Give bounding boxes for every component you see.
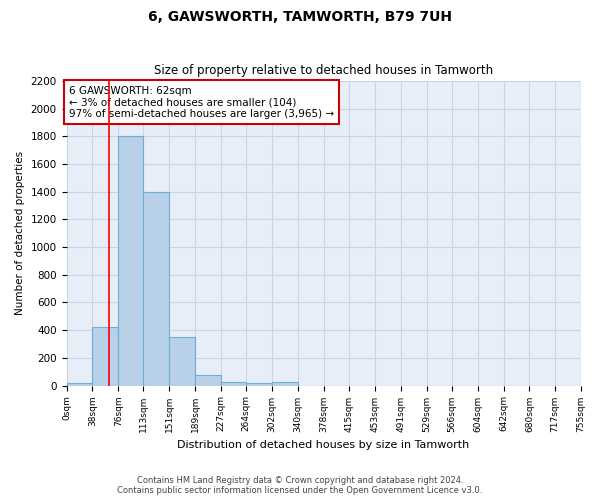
Text: 6, GAWSWORTH, TAMWORTH, B79 7UH: 6, GAWSWORTH, TAMWORTH, B79 7UH: [148, 10, 452, 24]
Bar: [221, 382, 246, 386]
Text: Contains HM Land Registry data © Crown copyright and database right 2024.
Contai: Contains HM Land Registry data © Crown c…: [118, 476, 482, 495]
Bar: [169, 337, 195, 386]
Bar: [246, 384, 272, 386]
Bar: [92, 328, 118, 386]
Title: Size of property relative to detached houses in Tamworth: Size of property relative to detached ho…: [154, 64, 493, 77]
Bar: [272, 382, 298, 386]
Bar: [67, 384, 92, 386]
Bar: [195, 375, 221, 386]
Text: 6 GAWSWORTH: 62sqm
← 3% of detached houses are smaller (104)
97% of semi-detache: 6 GAWSWORTH: 62sqm ← 3% of detached hous…: [69, 86, 334, 118]
Y-axis label: Number of detached properties: Number of detached properties: [15, 151, 25, 316]
Bar: [118, 136, 143, 386]
Bar: [143, 192, 169, 386]
X-axis label: Distribution of detached houses by size in Tamworth: Distribution of detached houses by size …: [178, 440, 470, 450]
